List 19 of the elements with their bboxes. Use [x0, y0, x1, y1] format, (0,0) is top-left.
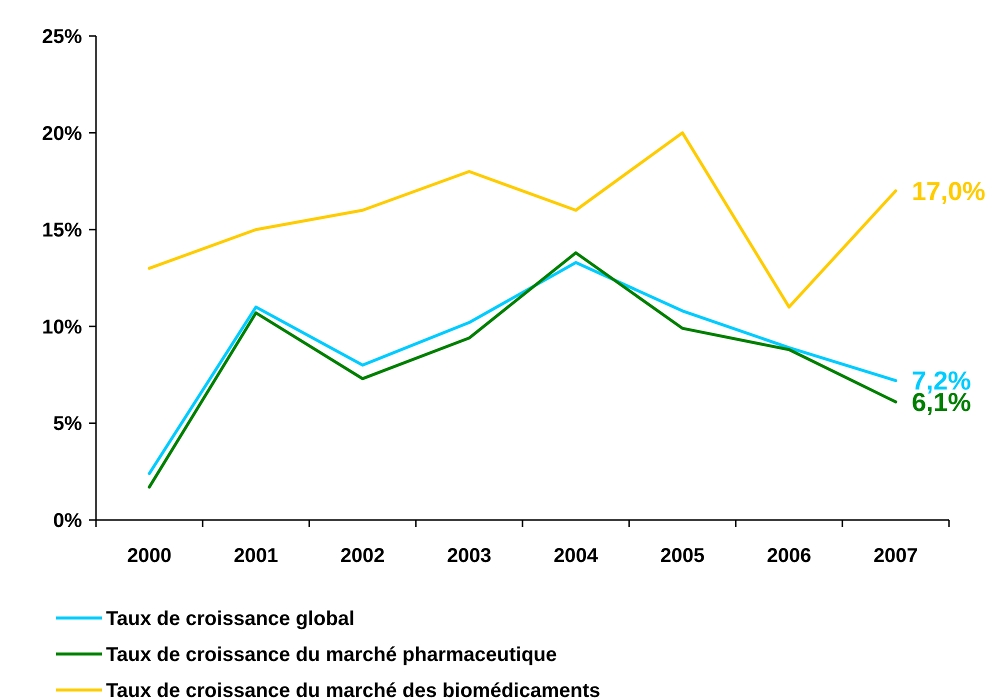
x-tick-label: 2000	[127, 545, 172, 567]
x-tick-label: 2001	[234, 545, 278, 567]
x-tick-label: 2006	[766, 545, 812, 567]
legend-label: Taux de croissance global	[106, 608, 355, 630]
legend-label: Taux de croissance du marché des biomédicaments	[106, 680, 600, 698]
y-tick-label: 10%	[42, 316, 82, 338]
x-tick-label: 2007	[873, 545, 918, 567]
line-series	[148, 131, 898, 309]
legend-label: Taux de croissance du marché pharmaceutique	[106, 644, 557, 666]
x-tick-label: 2005	[660, 545, 705, 567]
y-tick-label: 20%	[42, 122, 82, 145]
y-tick-label: 5%	[53, 413, 82, 436]
x-tick-label: 2003	[446, 545, 492, 567]
y-tick-label: 15%	[42, 220, 82, 242]
y-tick-label: 25%	[42, 26, 82, 48]
data-label: 17,0%	[912, 176, 986, 206]
x-tick-label: 2002	[340, 545, 385, 567]
x-tick-label: 2004	[554, 545, 599, 567]
y-tick-label: 0%	[53, 510, 82, 532]
